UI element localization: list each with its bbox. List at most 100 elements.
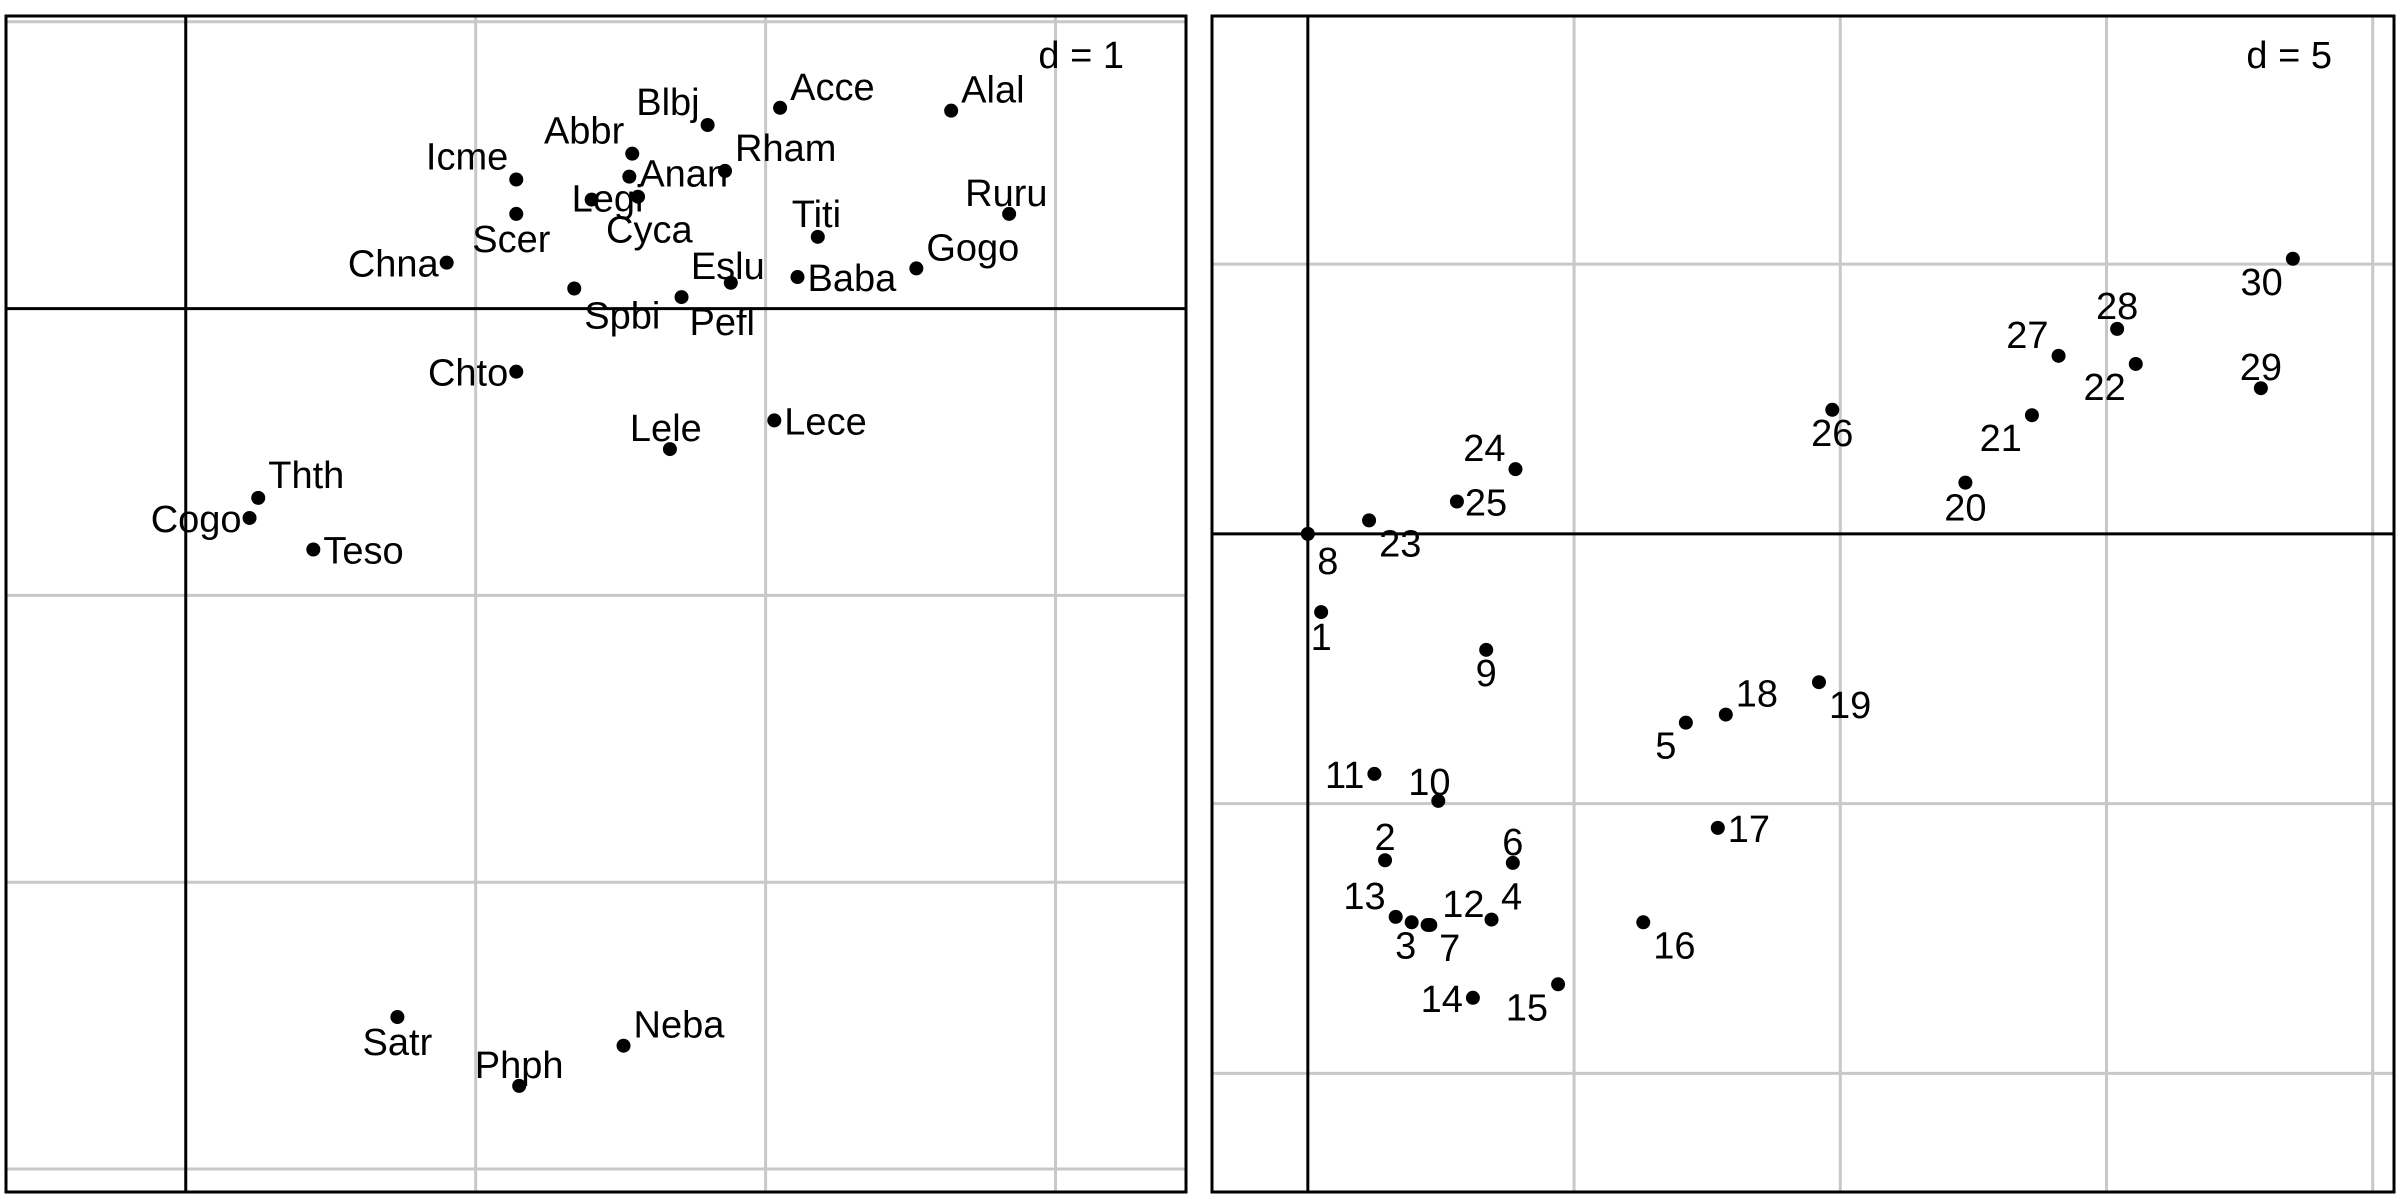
point-label-18: 18	[1736, 674, 1778, 716]
point-22	[2128, 356, 2143, 371]
point-3	[1404, 915, 1419, 930]
point-acce	[773, 100, 788, 115]
point-scer	[509, 206, 524, 221]
point-5	[1678, 715, 1693, 730]
left-axes	[6, 16, 1186, 1192]
point-label-gogo: Gogo	[926, 227, 1019, 269]
point-label-pefl: Pefl	[690, 302, 755, 344]
point-label-24: 24	[1463, 428, 1505, 470]
point-chto	[509, 364, 524, 379]
point-30	[2285, 251, 2300, 266]
point-label-anan: Anan	[639, 154, 728, 196]
point-20	[1958, 475, 1973, 490]
point-label-14: 14	[1421, 979, 1463, 1021]
point-23	[1362, 513, 1377, 528]
point-label-29: 29	[2240, 347, 2282, 389]
point-6	[1505, 855, 1520, 870]
point-17	[1710, 820, 1725, 835]
point-label-rham: Rham	[735, 128, 836, 170]
point-titi	[810, 229, 825, 244]
point-satr	[390, 1010, 405, 1025]
point-label-eslu: Eslu	[691, 246, 765, 288]
point-label-9: 9	[1476, 653, 1497, 695]
point-label-alal: Alal	[961, 70, 1024, 112]
point-label-30: 30	[2241, 262, 2283, 304]
left-grid-scale-label: d = 1	[1038, 35, 1124, 77]
point-label-10: 10	[1408, 762, 1450, 804]
point-eslu	[723, 275, 738, 290]
point-icme	[509, 172, 524, 187]
point-label-22: 22	[2083, 367, 2125, 409]
right-axes	[1212, 16, 2394, 1192]
point-lece	[767, 413, 782, 428]
point-label-lele: Lele	[630, 408, 702, 450]
point-cogo	[242, 510, 257, 525]
point-label-19: 19	[1829, 685, 1871, 727]
point-21	[2024, 408, 2039, 423]
point-16	[1636, 915, 1651, 930]
point-label-chna: Chna	[348, 244, 440, 286]
point-label-7: 7	[1439, 928, 1460, 970]
point-phph	[512, 1078, 527, 1093]
point-label-21: 21	[1980, 418, 2022, 460]
point-label-5: 5	[1655, 726, 1676, 768]
point-label-satr: Satr	[363, 1022, 433, 1064]
point-12	[1423, 917, 1438, 932]
point-8	[1300, 526, 1315, 541]
point-label-16: 16	[1653, 925, 1695, 967]
point-baba	[790, 270, 805, 285]
point-legi	[584, 192, 599, 207]
point-label-teso: Teso	[323, 531, 403, 573]
point-rham	[718, 163, 733, 178]
point-label-scer: Scer	[472, 219, 550, 261]
point-label-lece: Lece	[784, 401, 866, 443]
point-teso	[306, 542, 321, 557]
point-spbi	[567, 281, 582, 296]
point-label-1: 1	[1311, 617, 1332, 659]
right-grid	[1212, 16, 2394, 1192]
point-label-12: 12	[1442, 884, 1484, 926]
point-label-13: 13	[1343, 876, 1385, 918]
point-24	[1508, 462, 1523, 477]
left-panel-frame	[4, 14, 1188, 1194]
point-label-11: 11	[1325, 755, 1364, 797]
point-2	[1378, 853, 1393, 868]
point-1	[1314, 605, 1329, 620]
point-label-27: 27	[2006, 315, 2048, 357]
point-label-23: 23	[1379, 523, 1421, 565]
point-label-6: 6	[1502, 822, 1523, 864]
point-label-4: 4	[1501, 877, 1522, 919]
point-thth	[251, 490, 266, 505]
point-abbr	[625, 146, 640, 161]
point-label-abbr: Abbr	[544, 111, 625, 153]
point-27	[2051, 348, 2066, 363]
point-lele	[662, 442, 677, 457]
point-9	[1479, 642, 1494, 657]
point-cyca	[631, 189, 646, 204]
point-blbj	[700, 117, 715, 132]
point-29	[2253, 381, 2268, 396]
point-label-baba: Baba	[807, 258, 897, 300]
point-ruru	[1002, 206, 1017, 221]
point-10	[1431, 793, 1446, 808]
point-11	[1367, 766, 1382, 781]
point-label-chto: Chto	[428, 353, 508, 395]
point-label-26: 26	[1811, 413, 1853, 455]
point-label-15: 15	[1506, 987, 1548, 1029]
point-chna	[439, 255, 454, 270]
point-19	[1811, 675, 1826, 690]
point-26	[1825, 402, 1840, 417]
point-label-thth: Thth	[268, 455, 344, 497]
point-label-cogo: Cogo	[151, 499, 242, 541]
point-label-2: 2	[1374, 817, 1395, 859]
point-15	[1551, 977, 1566, 992]
point-neba	[616, 1038, 631, 1053]
point-label-28: 28	[2096, 286, 2138, 328]
point-label-neba: Neba	[634, 1005, 726, 1047]
point-label-acce: Acce	[790, 67, 874, 109]
point-28	[2110, 321, 2125, 336]
point-label-cyca: Cyca	[606, 210, 693, 252]
point-label-blbj: Blbj	[636, 82, 699, 124]
